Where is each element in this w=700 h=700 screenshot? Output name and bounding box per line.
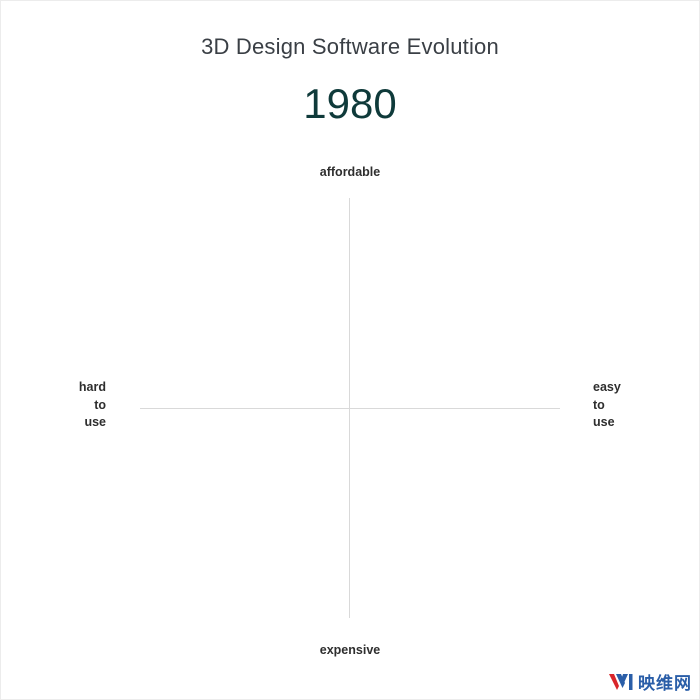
diagram-title: 3D Design Software Evolution [201,34,499,59]
axis-label-left: hard to use [60,379,106,432]
axis-label-right-line-3: use [593,415,615,429]
watermark: 映维网 [608,669,692,694]
watermark-text: 映维网 [638,674,692,694]
axis-label-left-line-3: use [84,415,106,429]
axis-label-right: easy to use [593,379,653,432]
axis-label-left-line-1: hard [78,380,106,394]
yivian-logo-icon [609,673,633,690]
axis-label-top: affordable [319,165,381,179]
axis-label-left-line-2: to [94,397,106,412]
axis-label-bottom: expensive [319,643,381,657]
axis-label-right-line-1: easy [593,380,621,394]
horizontal-axis [140,408,560,409]
year-label: 1980 [303,80,397,127]
axis-label-right-line-2: to [593,397,605,412]
